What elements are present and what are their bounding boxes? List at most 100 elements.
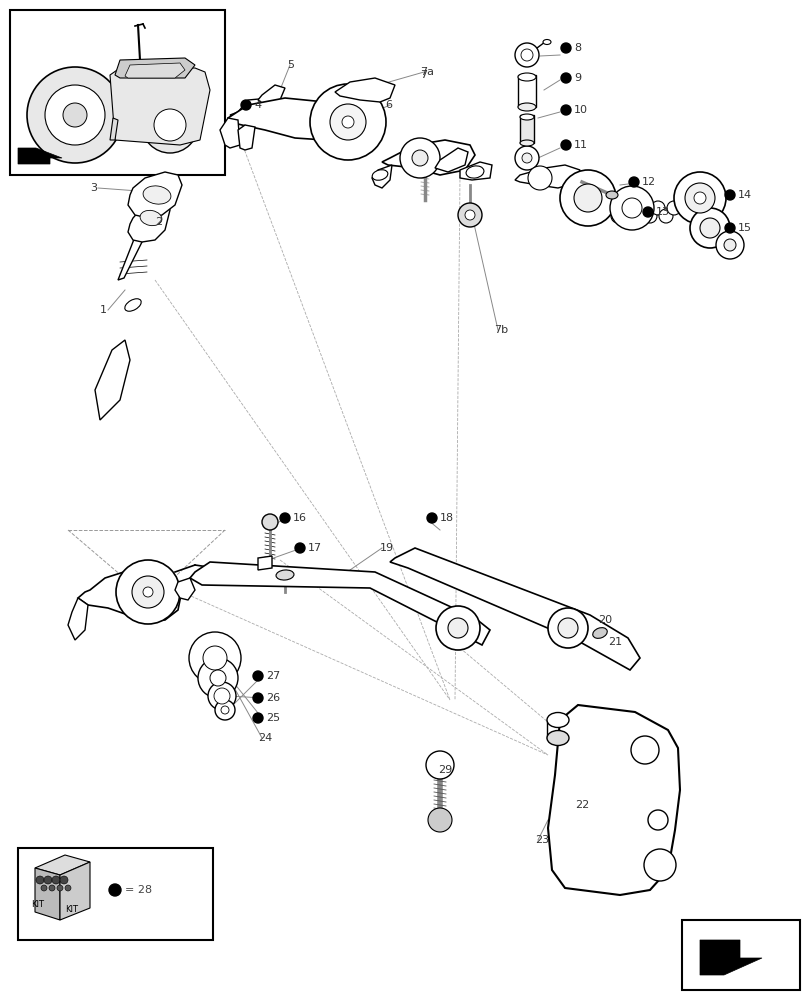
Text: 7b: 7b: [493, 325, 508, 335]
Circle shape: [521, 153, 531, 163]
Polygon shape: [547, 705, 679, 895]
Text: 17: 17: [307, 543, 322, 553]
Circle shape: [411, 150, 427, 166]
Polygon shape: [258, 85, 285, 105]
Circle shape: [560, 73, 570, 83]
Text: 23: 23: [534, 835, 548, 845]
Polygon shape: [128, 172, 182, 218]
Ellipse shape: [143, 186, 170, 204]
Circle shape: [27, 67, 122, 163]
Polygon shape: [228, 98, 348, 140]
Circle shape: [557, 618, 577, 638]
Circle shape: [573, 184, 601, 212]
Polygon shape: [190, 562, 489, 645]
Bar: [517, 75, 535, 107]
Circle shape: [427, 808, 452, 832]
Circle shape: [673, 172, 725, 224]
Polygon shape: [389, 548, 639, 670]
Circle shape: [560, 140, 570, 150]
Polygon shape: [118, 222, 155, 280]
Circle shape: [280, 513, 290, 523]
Circle shape: [63, 103, 87, 127]
Circle shape: [189, 632, 241, 684]
Text: 3: 3: [90, 183, 97, 193]
Polygon shape: [371, 165, 392, 188]
Circle shape: [198, 658, 238, 698]
Ellipse shape: [517, 73, 535, 81]
Circle shape: [400, 138, 440, 178]
Circle shape: [143, 587, 152, 597]
Bar: [681, 920, 799, 990]
Text: 26: 26: [266, 693, 280, 703]
Circle shape: [142, 97, 198, 153]
Circle shape: [642, 207, 652, 217]
Circle shape: [618, 201, 633, 215]
Circle shape: [208, 682, 236, 710]
Ellipse shape: [125, 299, 141, 311]
Circle shape: [560, 105, 570, 115]
Polygon shape: [435, 148, 467, 172]
Circle shape: [52, 876, 60, 884]
Circle shape: [241, 100, 251, 110]
Circle shape: [724, 223, 734, 233]
Text: 20: 20: [597, 615, 611, 625]
Circle shape: [465, 210, 474, 220]
Circle shape: [643, 849, 676, 881]
Text: 14: 14: [737, 190, 751, 200]
Circle shape: [684, 183, 714, 213]
Text: 27: 27: [266, 671, 280, 681]
Polygon shape: [109, 118, 118, 140]
Text: 10: 10: [573, 105, 587, 115]
Polygon shape: [230, 98, 277, 118]
Circle shape: [630, 736, 659, 764]
Ellipse shape: [547, 712, 569, 727]
Circle shape: [109, 884, 121, 896]
Text: 18: 18: [440, 513, 453, 523]
Circle shape: [610, 209, 624, 223]
Text: 7: 7: [419, 70, 427, 80]
Circle shape: [560, 170, 616, 226]
Text: 6: 6: [384, 100, 392, 110]
Text: 24: 24: [258, 733, 272, 743]
Circle shape: [724, 190, 734, 200]
Text: 5: 5: [286, 60, 294, 70]
Circle shape: [215, 700, 234, 720]
Text: KIT: KIT: [32, 900, 45, 909]
Circle shape: [521, 49, 532, 61]
Circle shape: [214, 688, 230, 704]
Circle shape: [132, 576, 164, 608]
Polygon shape: [238, 125, 255, 150]
Circle shape: [514, 146, 539, 170]
Circle shape: [457, 203, 482, 227]
Circle shape: [49, 885, 55, 891]
Text: 21: 21: [607, 637, 621, 647]
Text: 22: 22: [574, 800, 589, 810]
Circle shape: [253, 671, 263, 681]
Text: 7a: 7a: [419, 67, 433, 77]
Circle shape: [341, 116, 354, 128]
Circle shape: [221, 706, 229, 714]
Ellipse shape: [519, 114, 534, 120]
Polygon shape: [175, 578, 195, 600]
Circle shape: [253, 693, 263, 703]
Ellipse shape: [519, 140, 534, 146]
Polygon shape: [220, 118, 240, 148]
Circle shape: [723, 239, 735, 251]
Polygon shape: [258, 556, 272, 570]
Bar: [10, 10, 225, 175]
Polygon shape: [109, 68, 210, 145]
Text: 8: 8: [573, 43, 581, 53]
Polygon shape: [95, 340, 130, 420]
Text: 1: 1: [100, 305, 107, 315]
Text: 13: 13: [655, 207, 669, 217]
Ellipse shape: [605, 191, 617, 199]
Polygon shape: [35, 855, 90, 875]
Circle shape: [642, 209, 656, 223]
Ellipse shape: [140, 210, 161, 226]
Text: 16: 16: [293, 513, 307, 523]
Polygon shape: [699, 940, 761, 975]
Ellipse shape: [517, 103, 535, 111]
Polygon shape: [68, 598, 88, 640]
Circle shape: [44, 876, 52, 884]
Circle shape: [203, 646, 227, 670]
